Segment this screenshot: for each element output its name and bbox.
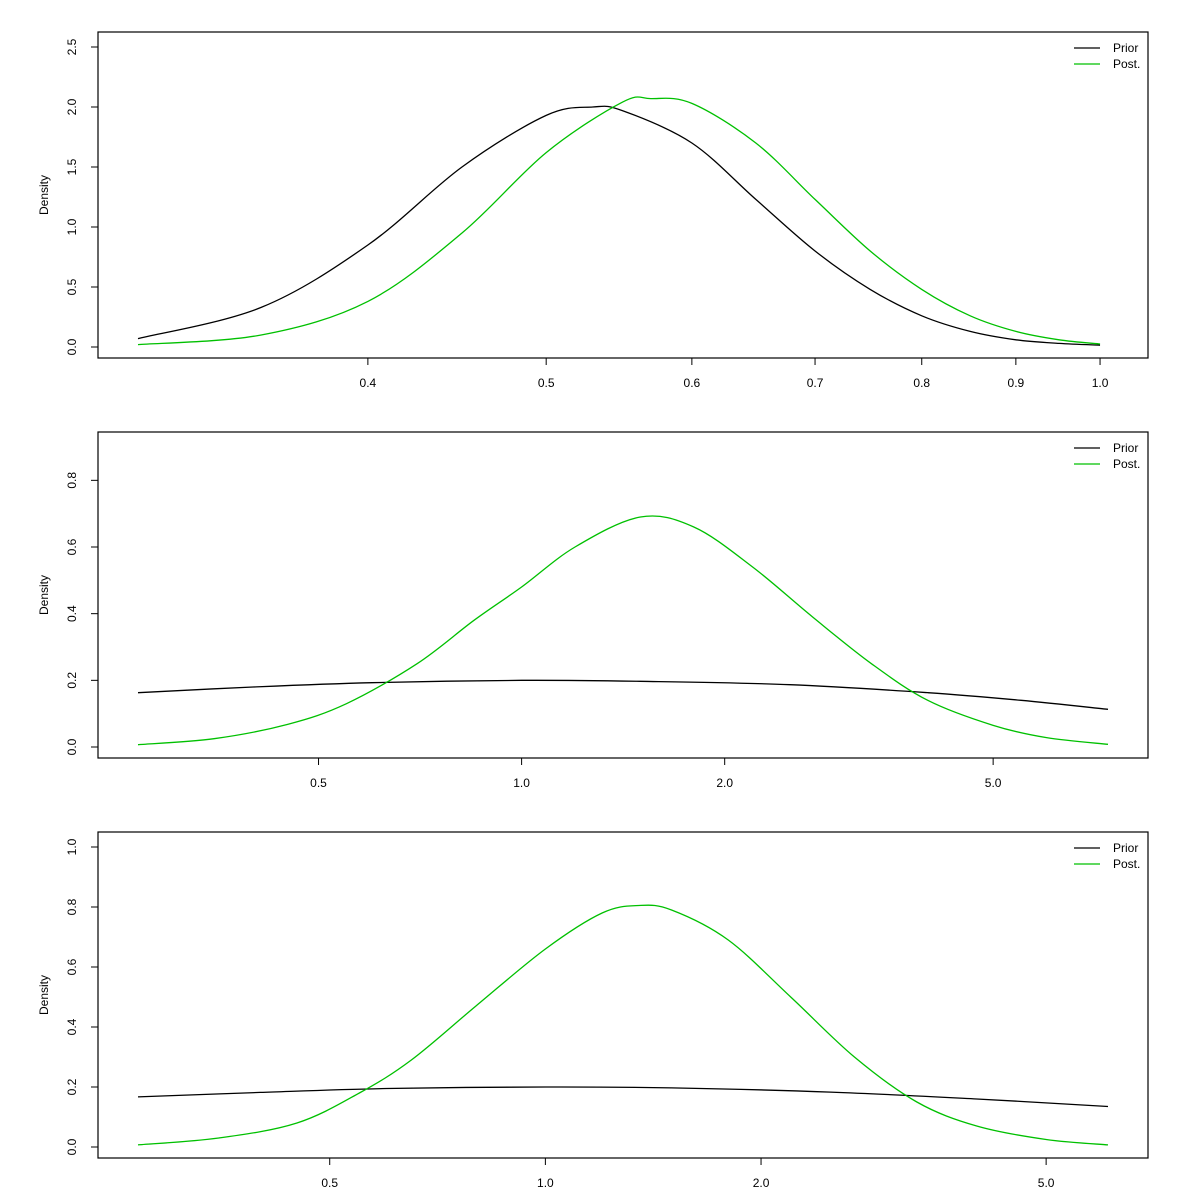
y-tick-label: 0.6	[65, 958, 79, 975]
x-tick-label: 0.7	[807, 376, 824, 390]
x-tick-label: 0.9	[1008, 376, 1025, 390]
y-tick-label: 0.0	[65, 1138, 79, 1155]
x-tick-label: 2.0	[716, 776, 733, 790]
y-axis-title: Density	[37, 175, 51, 215]
x-tick-label: 0.4	[360, 376, 377, 390]
y-tick-label: 0.0	[65, 738, 79, 755]
y-tick-label: 2.5	[65, 38, 79, 55]
y-tick-label: 0.8	[65, 472, 79, 489]
legend-label: Post.	[1113, 857, 1140, 871]
legend-label: Prior	[1113, 41, 1138, 55]
plot-frame	[97, 31, 1149, 359]
legend-label: Post.	[1113, 57, 1140, 71]
y-tick-label: 1.5	[65, 158, 79, 175]
x-tick-label: 0.6	[684, 376, 701, 390]
y-tick-label: 0.6	[65, 538, 79, 555]
y-tick-label: 0.0	[65, 338, 79, 355]
plot-frame	[97, 831, 1149, 1159]
y-tick-label: 0.2	[65, 1078, 79, 1095]
y-tick-label: 1.0	[65, 838, 79, 855]
x-tick-label: 1.0	[1092, 376, 1109, 390]
series-line-post	[137, 96, 1101, 346]
chart-panel-2: 0.5 1.0 2.0 5.0 0.0 0.2 0.4 0.6 0.8 Density Prior P…	[37, 431, 1149, 790]
y-tick-label: 0.4	[65, 605, 79, 622]
chart-panel-3: 0.5 1.0 2.0 5.0 0.0 0.2 0.4 0.6 0.8 1.0 Density Pri…	[37, 831, 1149, 1190]
series-line-post	[137, 904, 1109, 1146]
y-tick-label: 0.8	[65, 898, 79, 915]
x-tick-label: 2.0	[753, 1176, 770, 1190]
x-tick-label: 5.0	[1038, 1176, 1055, 1190]
y-axis-title: Density	[37, 575, 51, 615]
x-tick-label: 0.5	[538, 376, 555, 390]
chart-panel-1: 0.4 0.5 0.6 0.7 0.8 0.9 1.0 0.0 0.5 1.0 1.5 2.0 2.5 D…	[37, 31, 1149, 390]
series-line-prior	[137, 105, 1101, 346]
series-line-prior	[137, 1086, 1109, 1108]
legend-label: Prior	[1113, 441, 1138, 455]
series-line-prior	[137, 679, 1109, 710]
y-tick-label: 2.0	[65, 98, 79, 115]
plot-frame	[97, 431, 1149, 759]
y-tick-label: 0.5	[65, 278, 79, 295]
y-axis-title: Density	[37, 975, 51, 1015]
x-tick-label: 1.0	[513, 776, 530, 790]
series-line-post	[137, 515, 1109, 746]
legend-label: Prior	[1113, 841, 1138, 855]
x-tick-label: 1.0	[537, 1176, 554, 1190]
x-tick-label: 0.8	[913, 376, 930, 390]
x-tick-label: 0.5	[310, 776, 327, 790]
x-tick-label: 0.5	[321, 1176, 338, 1190]
y-tick-label: 0.2	[65, 672, 79, 689]
x-tick-label: 5.0	[985, 776, 1002, 790]
y-tick-label: 1.0	[65, 218, 79, 235]
y-tick-label: 0.4	[65, 1018, 79, 1035]
legend-label: Post.	[1113, 457, 1140, 471]
